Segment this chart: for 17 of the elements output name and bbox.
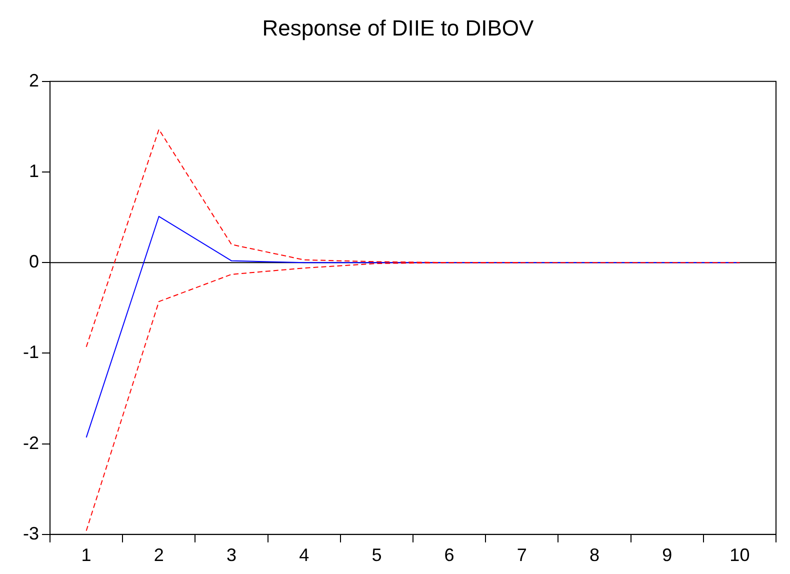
x-tick-label: 1 <box>81 545 92 566</box>
y-tick-label: 2 <box>28 70 40 90</box>
x-tick-label: 9 <box>662 545 672 566</box>
x-tick-label: 7 <box>516 545 527 566</box>
x-tick-label: 6 <box>444 545 454 566</box>
x-tick-label: 2 <box>154 545 164 566</box>
x-tick-label: 5 <box>372 545 382 566</box>
y-tick-label: 1 <box>28 160 40 181</box>
y-tick-label: -3 <box>22 523 40 544</box>
y-tick-label: -2 <box>22 432 40 453</box>
x-tick-label: 3 <box>226 545 237 566</box>
y-tick-label: 0 <box>28 252 40 272</box>
x-tick-label: 4 <box>299 545 310 566</box>
chart-title: Response of DIIE to DIBOV <box>262 15 534 40</box>
x-tick-label: 10 <box>730 545 750 566</box>
x-tick-label: 8 <box>589 545 600 566</box>
y-tick-label: -1 <box>22 342 40 362</box>
